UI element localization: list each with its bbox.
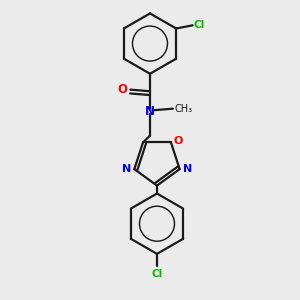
Text: N: N — [122, 164, 131, 174]
Text: CH₃: CH₃ — [175, 104, 193, 114]
Text: Cl: Cl — [194, 20, 205, 30]
Text: O: O — [118, 83, 128, 96]
Text: N: N — [145, 105, 155, 119]
Text: Cl: Cl — [152, 269, 163, 279]
Text: O: O — [173, 136, 183, 146]
Text: N: N — [183, 164, 192, 174]
